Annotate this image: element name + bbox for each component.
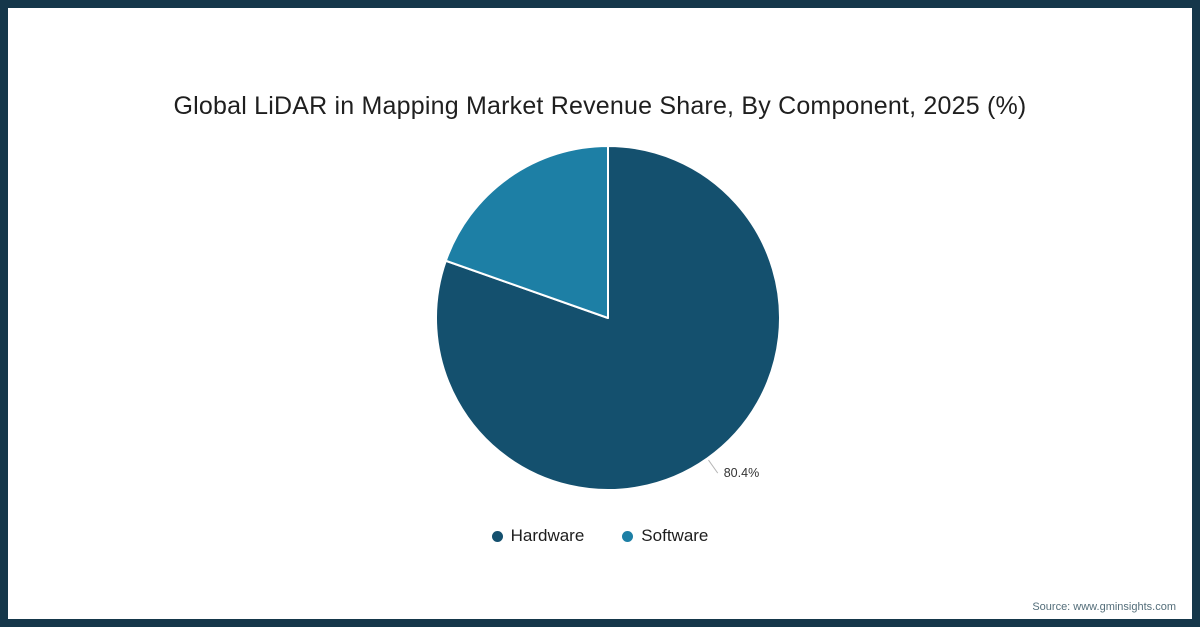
pie-chart: 80.4% (378, 118, 838, 538)
source-attribution: Source: www.gminsights.com (1032, 601, 1176, 613)
legend: Hardware Software (8, 526, 1192, 546)
legend-dot-software (622, 530, 634, 542)
pie-slice-software[interactable] (444, 145, 609, 319)
legend-dot-hardware (491, 530, 503, 542)
legend-label-software: Software (641, 526, 709, 545)
label-connector-line (708, 459, 719, 474)
pie-data-label: 80.4% (724, 466, 759, 480)
legend-item-software[interactable]: Software (622, 526, 708, 546)
legend-item-hardware[interactable]: Hardware (491, 526, 585, 546)
legend-label-hardware: Hardware (510, 526, 585, 545)
pie-svg: 80.4% (435, 145, 781, 491)
chart-title: Global LiDAR in Mapping Market Revenue S… (173, 92, 1027, 120)
